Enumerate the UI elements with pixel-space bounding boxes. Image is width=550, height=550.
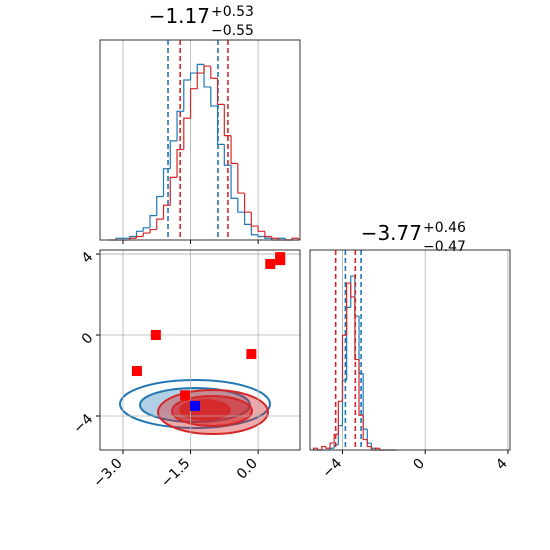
hist-step [223,104,232,137]
hist-step [243,193,252,213]
hist-step [366,429,372,444]
point [190,400,201,411]
point [265,258,276,269]
hist-step [196,63,205,74]
hist-step [156,218,164,230]
hist-step [189,72,198,80]
hist-step [183,117,191,150]
title-plus: +0.46 [423,220,466,236]
hist-step [358,359,364,416]
hist-step [271,236,279,239]
contour [119,379,271,429]
hist-step [346,282,351,336]
title-value: −1.17 [149,4,210,28]
hist-step [264,231,272,238]
hist-step [196,72,205,89]
hist-step [156,195,164,216]
hist-step [135,230,144,237]
contours [119,379,271,435]
hist-step [149,228,157,234]
hist-step [333,433,339,444]
hist-step [333,444,339,449]
y-tick-label: −4 [70,411,96,437]
hist-step [135,235,144,239]
hist-step [243,212,252,225]
point [246,349,257,360]
title-value: −3.77 [361,221,422,245]
hist-step [321,445,326,450]
hist-step [210,66,218,79]
hist-step [176,110,184,141]
hist-step [250,212,259,227]
hist-step [346,306,351,381]
x-tick-label: 4 [493,455,511,473]
hist-step [337,425,343,445]
y-tick-label: 0 [79,330,97,348]
hist-step [257,234,265,238]
hist-step [129,237,137,240]
hist-step [169,140,178,169]
frame [309,249,511,451]
hist-step [189,88,198,119]
hist-step [362,373,368,430]
title-plus: +0.53 [211,4,254,20]
hist-step [203,65,211,74]
contour [179,399,231,421]
hist-step [230,135,238,165]
hist-step [291,237,299,240]
hist-step [366,439,372,448]
x-tick-label: −4 [319,455,345,481]
hist-step [142,232,150,237]
hist-step [216,78,225,105]
point [150,330,161,341]
hist-step [257,226,265,232]
hist-step [362,415,368,441]
hist-step [203,64,211,88]
hist-step [341,334,347,402]
hist-step [169,176,178,206]
y-tick-label: 4 [79,249,97,267]
hist-step [370,443,376,449]
hist-step [374,447,380,450]
hist-step [312,447,318,450]
frame [99,39,301,241]
hist-step [162,168,171,197]
hist-step [183,79,191,112]
title-minus: −0.55 [211,23,254,39]
hist-step [223,144,232,166]
hist-step [337,400,343,435]
hist-step [230,165,238,199]
point [180,390,191,401]
x-tick-label: 0.0 [234,456,261,483]
hist-step [176,148,184,178]
hist-step [237,163,245,194]
x-tick-label: −3.0 [90,456,125,491]
point [131,366,142,377]
x-tick-label: 0 [410,456,428,474]
hist-step [325,446,331,449]
hist-step [350,283,355,298]
hist-step [142,227,150,232]
hist-step [210,86,218,107]
title-minus: −0.47 [423,239,466,255]
point [275,252,286,263]
x-tick-label: −1.5 [158,456,193,491]
hist-step [162,204,171,220]
hist-step [149,215,157,228]
hist-step [237,198,245,213]
hist-step [350,275,355,308]
frame [99,249,301,451]
hist-step [329,442,335,449]
hist-step [250,224,259,236]
